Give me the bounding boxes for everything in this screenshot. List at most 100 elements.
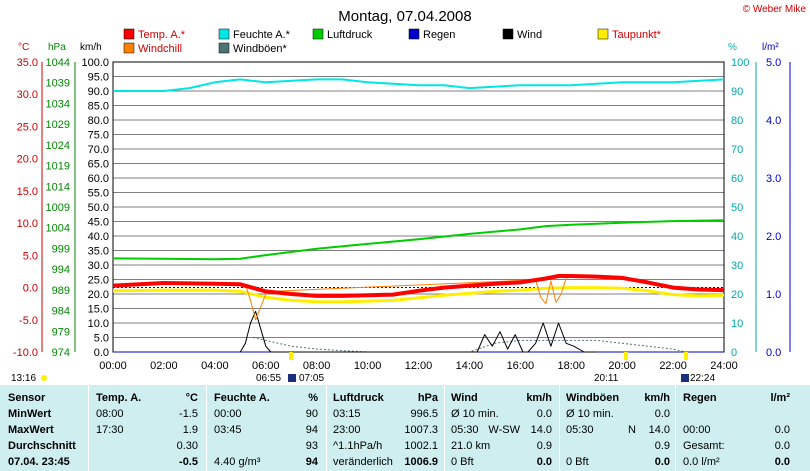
x-tick-label: 12:00 [405, 360, 433, 372]
sun-marker-icon [684, 352, 688, 360]
table-cell: 00:00 [214, 408, 242, 420]
x-tick-label: 16:00 [507, 360, 535, 372]
rain-tick-label: 5.0 [766, 57, 781, 69]
table-cell: 1.9 [182, 424, 198, 436]
speed-tick-label: 25.0 [88, 275, 109, 287]
temp-tick-label: 30.0 [17, 89, 38, 101]
legend-swatch [408, 28, 420, 40]
table-cell: 93 [305, 440, 318, 452]
sun-time-label: 20:11 [594, 373, 619, 384]
speed-tick-label: 50.0 [88, 202, 109, 214]
x-tick-label: 14:00 [456, 360, 484, 372]
table-separator [675, 385, 676, 471]
table-cell: 1007.3 [404, 424, 438, 436]
legend-label: Wind [517, 29, 542, 41]
speed-tick-label: 85.0 [88, 101, 109, 113]
press-tick-label: 1024 [46, 140, 70, 152]
axes: °C hPa km/h% l/m² 35.0 30.0 25.0 20.0 15.0 10.0 5.… [13, 42, 791, 359]
press-tick-label: 979 [52, 326, 70, 338]
series-line-windben [252, 337, 686, 353]
table-cell: 0.0 [536, 456, 552, 468]
x-tick-label: 22:00 [659, 360, 687, 372]
table-cell: 05:30 [451, 424, 479, 436]
legend-label: Luftdruck [327, 29, 373, 41]
unit-hum: % [728, 42, 737, 53]
rain-tick-label: 1.0 [766, 289, 781, 301]
sun-icon [41, 375, 47, 381]
table-cell: 23:00 [333, 424, 361, 436]
unit-press: hPa [48, 42, 66, 53]
speed-tick-label: 0.0 [94, 347, 109, 359]
legend-label: Feuchte A.* [233, 29, 291, 41]
unit-temp: °C [18, 42, 29, 53]
row-label: Durchschnitt [8, 440, 76, 452]
press-tick-label: 999 [52, 243, 70, 255]
table-header: °C [185, 392, 198, 404]
table-cell: 1006.9 [404, 456, 438, 468]
grid [113, 76, 724, 338]
table-cell: 0.9 [536, 440, 552, 452]
table-header: Luftdruck [333, 392, 384, 404]
table-separator [206, 385, 207, 471]
rain-tick-label: 2.0 [766, 231, 781, 243]
series-line-tempa [112, 274, 725, 298]
press-tick-label: 1034 [46, 98, 70, 110]
temp-tick-label: 5.0 [23, 250, 38, 262]
table-header: km/h [526, 392, 552, 404]
temp-tick-label: 35.0 [17, 57, 38, 69]
press-tick-label: 1039 [46, 78, 70, 90]
table-cell: 0.0 [536, 408, 552, 420]
legend-label: Regen [423, 29, 455, 41]
speed-tick-label: 10.0 [88, 318, 109, 330]
temp-tick-label: 15.0 [17, 186, 38, 198]
table-cell: 94 [305, 456, 318, 468]
speed-tick-label: 95.0 [88, 72, 109, 84]
copyright: © Weber Mike [743, 4, 807, 15]
speed-tick-label: 5.0 [94, 333, 109, 345]
hum-tick-label: 10 [731, 318, 743, 330]
table-header: Windböen [566, 392, 620, 404]
table-header: hPa [417, 392, 438, 404]
unit-rain: l/m² [762, 42, 779, 53]
table-cell: Ø 10 min. [451, 408, 499, 420]
legend-label: Temp. A.* [138, 29, 186, 41]
legend-swatch [218, 42, 230, 54]
table-cell: N [628, 424, 636, 436]
legend: Temp. A.* Feuchte A.* Luftdruck Regen Wind Ta… [123, 28, 662, 55]
table-cell: Ø 10 min. [566, 408, 614, 420]
hum-tick-label: 80 [731, 115, 743, 127]
table-cell: -0.5 [179, 456, 198, 468]
table-cell: 03:15 [333, 408, 361, 420]
table-cell: 0.0 [654, 408, 670, 420]
speed-tick-label: 55.0 [88, 188, 109, 200]
press-tick-label: 1014 [46, 181, 70, 193]
table-cell: 4.40 g/m³ [214, 456, 261, 468]
weather-chart: Montag, 07.04.2008 © Weber Mike Temp. A.… [11, 4, 807, 384]
chart-title: Montag, 07.04.2008 [338, 8, 471, 25]
hum-tick-label: 100 [731, 57, 749, 69]
table-cell: 90 [305, 408, 318, 420]
sun-marker-icon [289, 352, 293, 360]
x-tick-label: 18:00 [557, 360, 585, 372]
table-cell: 0.30 [176, 440, 198, 452]
hum-tick-label: 40 [731, 231, 743, 243]
press-tick-label: 984 [52, 306, 70, 318]
speed-tick-label: 45.0 [88, 217, 109, 229]
legend-swatch [502, 28, 514, 40]
temp-tick-label: -10.0 [13, 347, 38, 359]
legend-label: Windchill [138, 43, 182, 55]
table-cell: 21.0 km [451, 440, 491, 452]
table-header: km/h [644, 392, 670, 404]
speed-tick-label: 75.0 [88, 130, 109, 142]
table-cell: 0.0 [774, 440, 790, 452]
x-tick-label: 20:00 [608, 360, 636, 372]
series-line-wind [239, 310, 597, 353]
speed-tick-label: 80.0 [88, 115, 109, 127]
rain-tick-label: 3.0 [766, 173, 781, 185]
hum-tick-label: 90 [731, 86, 743, 98]
table-cell: 0.0 l/m² [683, 456, 720, 468]
temp-tick-label: 20.0 [17, 154, 38, 166]
table-separator [326, 385, 327, 471]
moon-icon [288, 374, 296, 382]
table-cell: Gesamt: [683, 440, 725, 452]
